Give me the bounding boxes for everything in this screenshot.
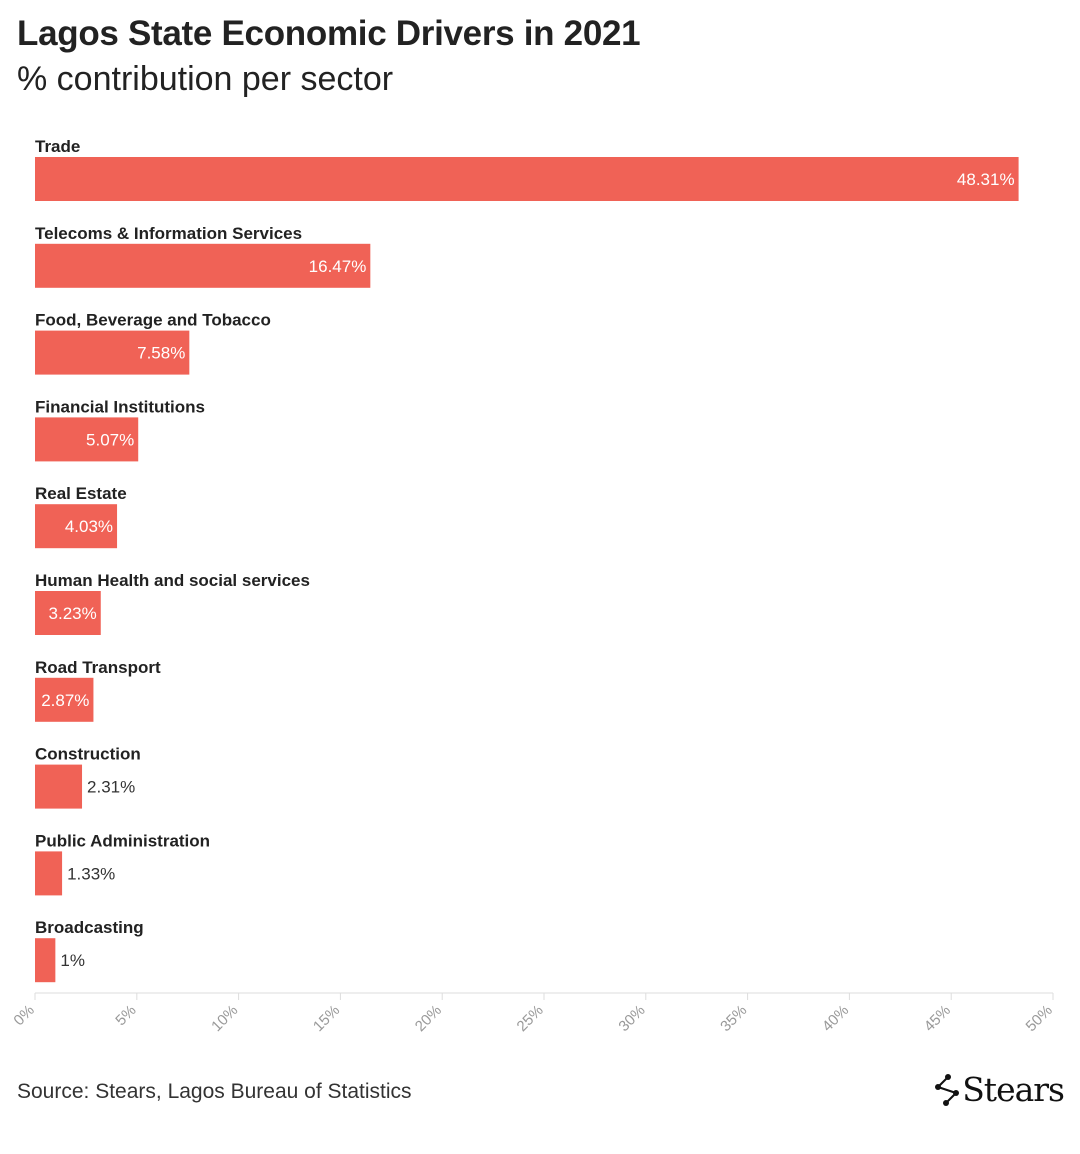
value-label: 5.07% — [86, 430, 134, 449]
x-tick-label: 30% — [615, 1002, 648, 1035]
value-label: 4.03% — [65, 517, 113, 536]
value-label: 1.33% — [67, 864, 115, 883]
bar — [35, 677, 94, 722]
bar — [35, 417, 139, 462]
x-tick-label: 25% — [514, 1002, 547, 1035]
category-label: Telecoms & Information Services — [35, 224, 302, 243]
category-label: Road Transport — [35, 658, 161, 677]
x-tick-label: 35% — [717, 1002, 750, 1035]
value-label: 3.23% — [49, 604, 97, 623]
x-tick-label: 10% — [208, 1002, 241, 1035]
category-label: Food, Beverage and Tobacco — [35, 311, 271, 330]
category-label: Financial Institutions — [35, 397, 205, 416]
value-label: 7.58% — [137, 344, 185, 363]
bar — [35, 851, 63, 896]
bar — [35, 591, 101, 635]
x-tick-label: 15% — [310, 1002, 343, 1035]
source-note: Source: Stears, Lagos Bureau of Statisti… — [17, 1080, 412, 1103]
category-label: Public Administration — [35, 831, 210, 850]
category-label: Human Health and social services — [35, 571, 310, 590]
x-tick-label: 50% — [1023, 1002, 1056, 1035]
bar — [35, 504, 118, 549]
value-label: 1% — [60, 951, 85, 970]
category-label: Trade — [35, 137, 80, 156]
x-tick-label: 45% — [921, 1002, 954, 1035]
value-label: 16.47% — [309, 257, 367, 276]
bar — [35, 938, 56, 983]
bar — [35, 243, 371, 288]
x-tick-label: 0% — [10, 1002, 37, 1029]
bar — [35, 764, 83, 809]
chart-title: Lagos State Economic Drivers in 2021 — [17, 14, 641, 53]
x-tick-label: 20% — [412, 1002, 445, 1035]
stears-logo: Stears — [934, 1070, 1065, 1109]
chart-subtitle: % contribution per sector — [17, 60, 394, 98]
value-label: 2.87% — [41, 691, 89, 710]
bar — [35, 157, 1019, 201]
x-tick-label: 40% — [819, 1002, 852, 1035]
x-tick-label: 5% — [112, 1002, 139, 1029]
stears-logo-text: Stears — [962, 1070, 1065, 1109]
category-label: Real Estate — [35, 484, 127, 503]
bar-chart: Trade 48.31% Telecoms & Information Servic… — [10, 137, 1056, 1035]
category-label: Broadcasting — [35, 918, 144, 937]
value-label: 2.31% — [87, 778, 135, 797]
stears-logo-icon — [935, 1073, 960, 1106]
value-label: 48.31% — [957, 170, 1015, 189]
bar — [35, 330, 190, 375]
category-label: Construction — [35, 745, 141, 764]
